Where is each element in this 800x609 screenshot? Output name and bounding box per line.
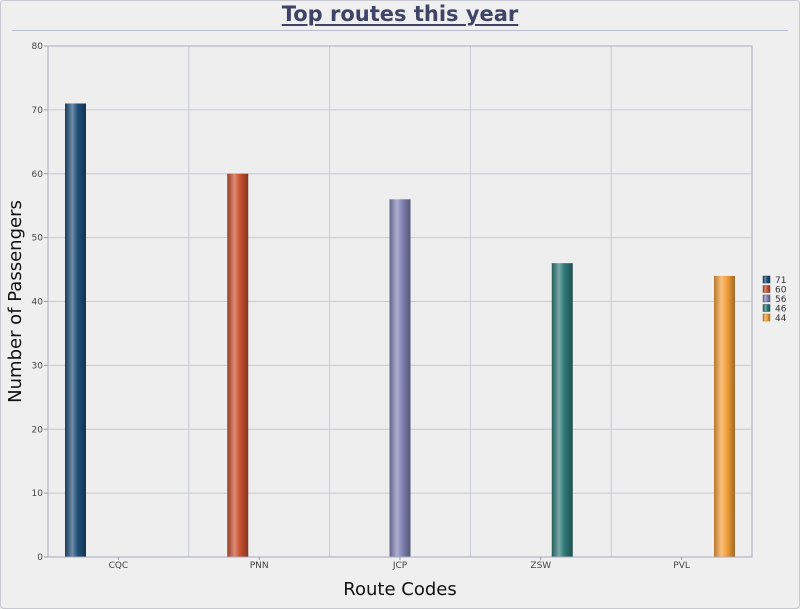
bar-pnn — [227, 173, 249, 557]
chart-title: Top routes this year — [281, 2, 519, 26]
x-tick-label: PNN — [250, 561, 269, 571]
y-tick-label: 20 — [32, 425, 44, 435]
y-tick-label: 40 — [32, 298, 44, 308]
y-tick-label: 70 — [32, 106, 44, 116]
y-tick-label: 0 — [37, 553, 43, 563]
y-tick-label: 30 — [32, 361, 44, 371]
title-divider — [12, 30, 788, 31]
x-axis-title: Route Codes — [343, 579, 456, 600]
legend-label: 56 — [775, 295, 787, 305]
legend-swatch — [762, 313, 771, 322]
x-tick-label: ZSW — [530, 561, 551, 571]
legend-swatch — [762, 275, 771, 284]
legend-label: 71 — [775, 276, 786, 286]
y-tick-label: 80 — [32, 42, 44, 52]
legend-label: 46 — [775, 305, 787, 315]
y-tick-label: 60 — [32, 170, 44, 180]
y-tick-label: 50 — [32, 234, 44, 244]
legend-swatch — [762, 294, 771, 303]
bar-pvl — [714, 275, 735, 557]
legend-label: 60 — [775, 286, 787, 296]
x-tick-label: PVL — [673, 561, 690, 571]
legend-swatch — [762, 285, 771, 293]
bars — [65, 103, 735, 558]
y-tick-labels: 0 10 20 30 40 50 60 70 80 — [32, 42, 44, 563]
x-tick-labels: CQC PNN JCP ZSW PVL — [109, 561, 690, 571]
bar-cqc — [65, 103, 86, 558]
legend-swatch — [762, 304, 771, 312]
y-axis-title: Number of Passengers — [5, 200, 26, 403]
x-tick-label: JCP — [392, 561, 408, 571]
bar-zsw — [551, 263, 573, 557]
bar-jcp — [389, 199, 411, 558]
axes — [44, 45, 753, 560]
y-tick-label: 10 — [32, 489, 44, 499]
legend-label: 44 — [775, 314, 787, 324]
x-tick-label: CQC — [109, 561, 129, 571]
